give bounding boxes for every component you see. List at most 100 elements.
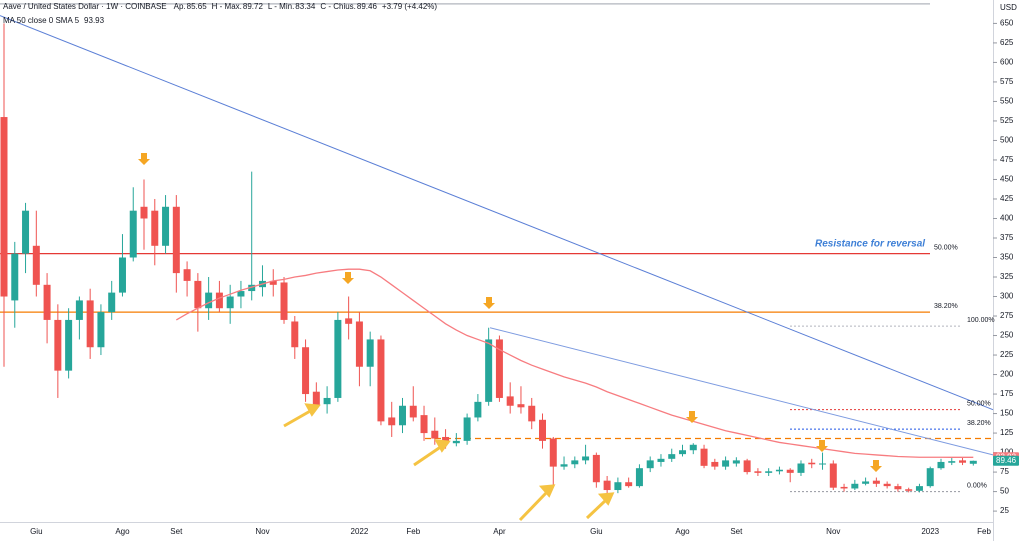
candle-body bbox=[118, 257, 126, 293]
fib-label: 0.00% bbox=[967, 482, 987, 489]
candle-body bbox=[797, 463, 805, 473]
candle-body bbox=[291, 321, 299, 348]
candle-body bbox=[711, 461, 719, 467]
y-tick-label: 50 bbox=[1000, 487, 1009, 496]
candle-body bbox=[226, 296, 234, 309]
plot-layer bbox=[0, 3, 994, 496]
y-tick-label: 475 bbox=[1000, 155, 1014, 164]
candle-body bbox=[808, 462, 816, 465]
y-tick-label: 225 bbox=[1000, 350, 1014, 359]
candle-body bbox=[646, 460, 654, 469]
x-tick-label: Giu bbox=[590, 527, 602, 536]
arrows bbox=[138, 153, 882, 472]
candle-body bbox=[689, 444, 697, 451]
header-value: 89.72 bbox=[243, 2, 264, 11]
candle-body bbox=[679, 450, 687, 455]
candle-body bbox=[162, 206, 170, 246]
y-tick-label: 75 bbox=[1000, 467, 1009, 476]
candle-body bbox=[915, 486, 923, 491]
y-tick-label: 625 bbox=[1000, 38, 1014, 47]
candle-body bbox=[183, 269, 191, 281]
candle-body bbox=[323, 397, 331, 405]
candle-body bbox=[948, 461, 956, 463]
candle-body bbox=[926, 468, 934, 487]
header-label: C - Chius. bbox=[320, 2, 356, 11]
candle-body bbox=[872, 480, 880, 484]
candle-body bbox=[194, 280, 202, 309]
candle-body bbox=[657, 458, 665, 462]
y-tick-label: 100 bbox=[1000, 448, 1014, 457]
fib-label: 38.20% bbox=[967, 420, 991, 427]
arrow-head bbox=[304, 403, 321, 417]
candle-body bbox=[603, 480, 611, 491]
candle-body bbox=[549, 438, 557, 467]
y-tick-label: 650 bbox=[1000, 19, 1014, 28]
down-arrow bbox=[138, 153, 150, 165]
y-tick-label: 300 bbox=[1000, 292, 1014, 301]
candle-body bbox=[614, 482, 622, 491]
candle-body bbox=[732, 460, 740, 464]
candle-body bbox=[485, 339, 493, 402]
y-unit: USD bbox=[1000, 3, 1017, 12]
up-arrow bbox=[585, 498, 608, 520]
candle-body bbox=[22, 210, 30, 254]
indicator-name: MA 50 close 0 SMA 5 bbox=[3, 16, 80, 25]
candle-body bbox=[280, 282, 288, 320]
candle-body bbox=[75, 300, 83, 320]
candle-body bbox=[269, 280, 277, 285]
down-arrow bbox=[686, 411, 698, 423]
candle-body bbox=[819, 463, 827, 465]
x-tick-label: 2023 bbox=[921, 527, 939, 536]
up-arrow bbox=[518, 490, 549, 522]
candle-body bbox=[883, 483, 891, 487]
candle-body bbox=[312, 391, 320, 406]
candle-body bbox=[592, 454, 600, 483]
y-tick-label: 125 bbox=[1000, 428, 1014, 437]
y-tick-label: 450 bbox=[1000, 175, 1014, 184]
candle-body bbox=[151, 210, 159, 246]
candle-body bbox=[517, 404, 525, 408]
trendline bbox=[489, 327, 994, 456]
diagonal-arrows bbox=[283, 403, 615, 522]
y-tick-label: 425 bbox=[1000, 194, 1014, 203]
candle-body bbox=[431, 430, 439, 439]
candle-body bbox=[765, 471, 773, 473]
candle-body bbox=[829, 463, 837, 488]
candle-body bbox=[582, 456, 590, 461]
candle-body bbox=[377, 339, 385, 422]
chart-title: Aave / United States Dollar · 1W · COINB… bbox=[3, 2, 167, 11]
candle-body bbox=[754, 471, 762, 473]
arrow-head bbox=[434, 439, 451, 453]
candle-body bbox=[452, 440, 460, 444]
candle-body bbox=[172, 206, 180, 274]
candle-body bbox=[571, 460, 579, 465]
candle-body bbox=[366, 339, 374, 367]
x-tick-label: Nov bbox=[255, 527, 269, 536]
candle-body bbox=[65, 319, 73, 371]
ma-line bbox=[175, 268, 974, 458]
candle-body bbox=[840, 486, 848, 489]
header-value: 83.34 bbox=[295, 2, 316, 11]
x-tick-label: Ago bbox=[115, 527, 130, 536]
candle-body bbox=[528, 405, 536, 422]
candle-body bbox=[43, 284, 51, 320]
header-label: Ap. bbox=[174, 2, 186, 11]
candle-body bbox=[894, 486, 902, 490]
candle-body bbox=[560, 464, 568, 467]
header-value: +3.79 (+4.42%) bbox=[382, 2, 437, 11]
arrow-head bbox=[597, 492, 615, 506]
candle-body bbox=[248, 284, 256, 292]
x-tick-label: Feb bbox=[977, 527, 991, 536]
y-tick-label: 575 bbox=[1000, 77, 1014, 86]
candle-body bbox=[625, 482, 633, 487]
candle-body bbox=[334, 319, 342, 398]
annotation: Resistance for reversal bbox=[815, 239, 925, 250]
candle-body bbox=[474, 401, 482, 418]
y-tick-label: 550 bbox=[1000, 97, 1014, 106]
candle-body bbox=[97, 312, 105, 348]
fib-label: 50.00% bbox=[967, 401, 991, 408]
trendline bbox=[0, 15, 994, 411]
candle-body bbox=[539, 419, 546, 441]
y-tick-label: 275 bbox=[1000, 311, 1014, 320]
